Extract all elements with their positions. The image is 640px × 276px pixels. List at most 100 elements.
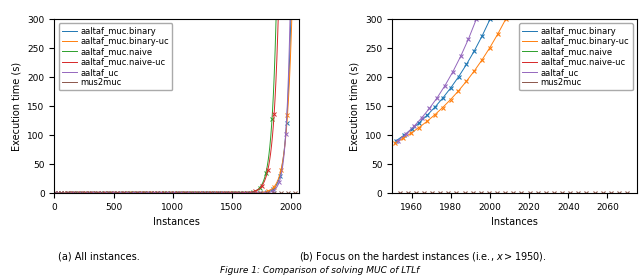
aaltaf_muc.binary-uc bbox=[51, 192, 58, 195]
mus2muc bbox=[461, 191, 468, 194]
aaltaf_muc.naive bbox=[267, 135, 275, 139]
aaltaf_uc bbox=[244, 192, 252, 195]
mus2muc bbox=[428, 191, 436, 194]
mus2muc bbox=[469, 191, 477, 194]
aaltaf_muc.binary-uc bbox=[478, 58, 486, 62]
aaltaf_muc.binary-uc bbox=[470, 70, 478, 73]
Text: (b) Focus on the hardest instances (i.e., $x > 1950$).: (b) Focus on the hardest instances (i.e.… bbox=[299, 250, 546, 263]
aaltaf_muc.binary-uc bbox=[494, 32, 502, 36]
Line: aaltaf_uc: aaltaf_uc bbox=[398, 19, 476, 141]
mus2muc bbox=[607, 191, 614, 194]
aaltaf_muc.binary bbox=[282, 139, 289, 143]
aaltaf_uc bbox=[418, 116, 426, 120]
Legend: aaltaf_muc.binary, aaltaf_muc.binary-uc, aaltaf_muc.naive, aaltaf_muc.naive-uc, : aaltaf_muc.binary, aaltaf_muc.binary-uc,… bbox=[519, 23, 632, 91]
Line: aaltaf_muc.naive: aaltaf_muc.naive bbox=[54, 19, 276, 193]
aaltaf_muc.naive-uc bbox=[158, 192, 166, 195]
aaltaf_muc.binary bbox=[470, 49, 478, 52]
Line: aaltaf_muc.binary-uc: aaltaf_muc.binary-uc bbox=[396, 19, 506, 143]
X-axis label: Instances: Instances bbox=[154, 217, 200, 227]
mus2muc bbox=[566, 191, 574, 194]
aaltaf_muc.naive bbox=[51, 192, 58, 195]
aaltaf_muc.binary-uc bbox=[179, 192, 187, 195]
aaltaf_uc bbox=[164, 192, 172, 195]
aaltaf_muc.binary-uc bbox=[439, 106, 447, 109]
aaltaf_muc.binary bbox=[287, 18, 294, 21]
aaltaf_muc.binary bbox=[455, 75, 463, 78]
mus2muc bbox=[575, 191, 582, 194]
mus2muc bbox=[452, 191, 460, 194]
aaltaf_muc.binary bbox=[191, 192, 199, 195]
aaltaf_muc.naive-uc bbox=[234, 192, 242, 195]
aaltaf_uc bbox=[465, 37, 472, 41]
mus2muc bbox=[623, 191, 631, 194]
aaltaf_muc.binary bbox=[447, 86, 454, 89]
mus2muc bbox=[412, 191, 420, 194]
aaltaf_muc.binary-uc bbox=[415, 126, 423, 129]
mus2muc bbox=[51, 191, 58, 194]
mus2muc bbox=[534, 191, 541, 194]
aaltaf_muc.naive-uc bbox=[275, 18, 282, 21]
aaltaf_muc.binary bbox=[244, 192, 252, 195]
aaltaf_uc bbox=[441, 84, 449, 87]
aaltaf_muc.binary bbox=[424, 113, 431, 117]
aaltaf_muc.naive bbox=[182, 192, 190, 195]
mus2muc bbox=[251, 191, 259, 194]
aaltaf_muc.binary-uc bbox=[245, 192, 253, 195]
aaltaf_uc bbox=[163, 192, 170, 195]
aaltaf_muc.binary bbox=[392, 139, 400, 143]
mus2muc bbox=[509, 191, 517, 194]
aaltaf_muc.naive bbox=[272, 18, 280, 21]
aaltaf_muc.naive bbox=[156, 192, 164, 195]
Y-axis label: Execution time (s): Execution time (s) bbox=[349, 62, 360, 151]
Y-axis label: Execution time (s): Execution time (s) bbox=[12, 62, 22, 151]
aaltaf_uc bbox=[280, 150, 288, 153]
aaltaf_uc bbox=[394, 139, 402, 142]
aaltaf_muc.binary-uc bbox=[163, 192, 171, 195]
aaltaf_muc.binary bbox=[51, 192, 58, 195]
mus2muc bbox=[420, 191, 428, 194]
aaltaf_uc bbox=[51, 192, 58, 195]
mus2muc bbox=[196, 191, 204, 194]
mus2muc bbox=[289, 191, 297, 194]
aaltaf_muc.naive-uc bbox=[157, 192, 164, 195]
aaltaf_uc bbox=[286, 18, 294, 21]
aaltaf_muc.binary-uc bbox=[288, 18, 296, 21]
Line: aaltaf_muc.binary: aaltaf_muc.binary bbox=[54, 19, 291, 193]
mus2muc bbox=[558, 191, 566, 194]
aaltaf_muc.binary-uc bbox=[423, 120, 431, 123]
Line: aaltaf_muc.naive-uc: aaltaf_muc.naive-uc bbox=[54, 19, 278, 193]
aaltaf_muc.binary-uc bbox=[447, 98, 454, 101]
aaltaf_uc bbox=[472, 18, 480, 21]
X-axis label: Instances: Instances bbox=[491, 217, 538, 227]
mus2muc bbox=[501, 191, 509, 194]
aaltaf_muc.naive bbox=[157, 192, 165, 195]
aaltaf_muc.binary-uc bbox=[431, 113, 438, 116]
aaltaf_muc.binary bbox=[478, 34, 486, 38]
aaltaf_muc.naive-uc bbox=[172, 192, 179, 195]
aaltaf_muc.binary bbox=[400, 134, 408, 137]
mus2muc bbox=[599, 191, 607, 194]
mus2muc bbox=[477, 191, 484, 194]
aaltaf_muc.naive bbox=[170, 192, 178, 195]
mus2muc bbox=[493, 191, 501, 194]
Legend: aaltaf_muc.binary, aaltaf_muc.binary-uc, aaltaf_muc.naive, aaltaf_muc.naive-uc, : aaltaf_muc.binary, aaltaf_muc.binary-uc,… bbox=[59, 23, 172, 91]
mus2muc bbox=[582, 191, 590, 194]
aaltaf_uc bbox=[402, 132, 410, 136]
aaltaf_muc.binary bbox=[179, 192, 186, 195]
aaltaf_muc.binary-uc bbox=[454, 89, 462, 93]
mus2muc bbox=[183, 191, 191, 194]
mus2muc bbox=[396, 191, 403, 194]
aaltaf_muc.binary bbox=[486, 18, 494, 21]
mus2muc bbox=[167, 191, 175, 194]
Line: aaltaf_muc.binary-uc: aaltaf_muc.binary-uc bbox=[54, 19, 292, 193]
aaltaf_muc.naive-uc bbox=[51, 192, 58, 195]
aaltaf_muc.binary bbox=[408, 128, 415, 131]
aaltaf_uc bbox=[449, 70, 457, 73]
aaltaf_muc.binary-uc bbox=[399, 137, 407, 140]
aaltaf_muc.binary bbox=[439, 96, 447, 100]
mus2muc bbox=[404, 191, 412, 194]
aaltaf_uc bbox=[191, 192, 198, 195]
Line: aaltaf_uc: aaltaf_uc bbox=[54, 19, 290, 193]
aaltaf_muc.binary bbox=[415, 121, 423, 124]
mus2muc bbox=[436, 191, 444, 194]
